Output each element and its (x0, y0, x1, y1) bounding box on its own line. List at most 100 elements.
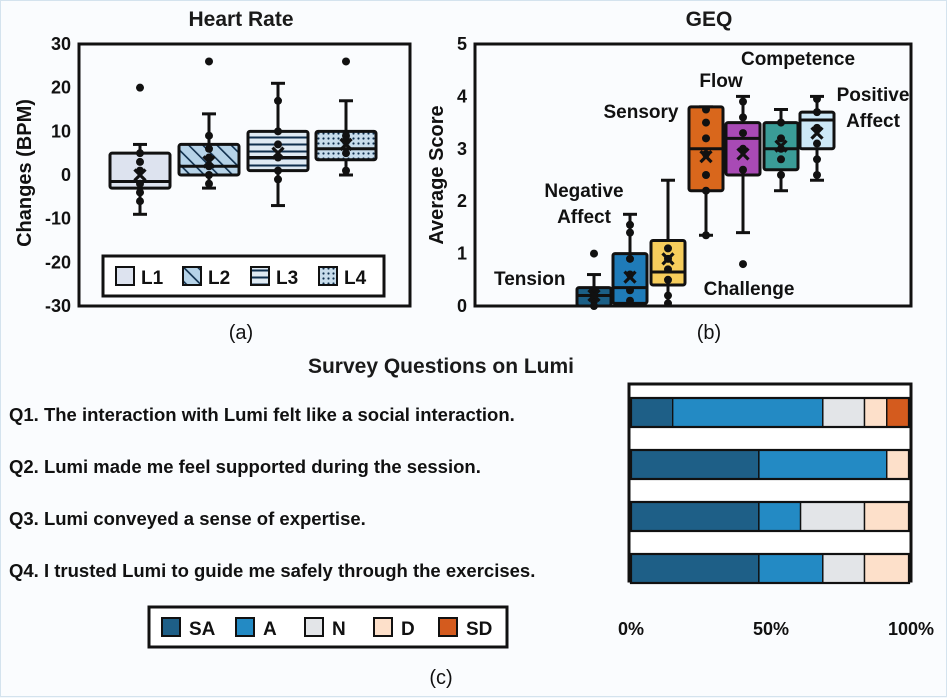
mean-marker-l1 (133, 168, 147, 182)
bar-outline-q2 (629, 448, 911, 481)
mean-marker-l4 (339, 137, 353, 152)
box-l1 (108, 83, 172, 216)
legend-label-L1: L1 (141, 268, 164, 289)
annot-sensory: Sensory (604, 102, 679, 123)
bar-a-q1 (672, 397, 824, 428)
survey-title: Survey Questions on Lumi (308, 355, 574, 378)
bar-sa-q4 (630, 553, 760, 584)
xtick-label: 100% (888, 619, 934, 639)
survey-legend: SA A N D SD (147, 605, 509, 649)
point-challenge (777, 155, 785, 164)
box-sensory (649, 178, 687, 308)
legend-label-L3: L3 (276, 268, 298, 289)
point-l4 (342, 57, 350, 66)
point-negative-affect (626, 254, 634, 263)
ytick-label: 10 (51, 121, 71, 141)
hr-legend: L1 L2 L3 L4 (101, 254, 386, 298)
legend-label-N: N (332, 619, 346, 640)
question-label: Q1. The interaction with Lumi felt like … (9, 404, 515, 425)
point-flow (702, 186, 710, 195)
bar-d-q4 (863, 553, 910, 584)
box-tension (575, 249, 613, 310)
point-sensory (664, 291, 672, 300)
point-l4 (342, 166, 350, 175)
legend-swatch-L4 (318, 266, 338, 286)
point-positive-affect (813, 139, 821, 148)
annot-tension: Tension (494, 269, 565, 290)
point-challenge (777, 118, 785, 127)
point-l2 (205, 179, 213, 188)
survey-questions: Q1. The interaction with Lumi felt like … (9, 404, 535, 581)
question-label: Q4. I trusted Lumi to guide me safely th… (9, 560, 535, 581)
box-l4 (314, 57, 378, 177)
legend-label-SD: SD (466, 619, 492, 640)
hr-plot (108, 57, 378, 216)
geq-ylabel: Average Score (426, 105, 448, 244)
legend-label-A: A (263, 619, 277, 640)
point-competence (739, 165, 747, 174)
survey-panel-caption: (c) (429, 667, 452, 689)
legend-swatch-N (304, 617, 324, 637)
ytick-label: 0 (61, 165, 71, 185)
point-competence (739, 97, 747, 106)
point-flow (702, 231, 710, 240)
survey-xticks: 0% 50% 100% (618, 619, 934, 639)
annot-negative: Negative (544, 181, 623, 202)
point-flow (702, 105, 710, 114)
point-l2 (205, 171, 213, 179)
annot-positive: Positive (837, 85, 910, 106)
point-positive-affect (813, 171, 821, 179)
legend-label-L2: L2 (208, 268, 230, 289)
ytick-label: 1 (457, 244, 467, 264)
point-l3 (274, 127, 282, 136)
xtick-label: 50% (753, 619, 789, 639)
legend-swatch-SA (161, 617, 181, 637)
annot-flow: Flow (699, 71, 742, 92)
geq-plot (575, 94, 836, 310)
point-competence (739, 129, 747, 138)
box-competence (724, 94, 762, 269)
bar-sa-q3 (630, 501, 760, 532)
point-competence (739, 113, 747, 122)
geq-panel-caption: (b) (697, 322, 721, 344)
mean-marker-competence (736, 147, 750, 161)
geq-annotations: Tension Negative Affect Sensory Flow Com… (494, 49, 909, 300)
bar-sd-q1 (886, 397, 910, 428)
geq-title: GEQ (686, 8, 733, 31)
box-flow (687, 105, 725, 240)
mean-marker-flow (699, 150, 713, 164)
point-l3 (274, 166, 282, 175)
bar-sa-q2 (630, 449, 760, 480)
geq-yticks: 5 4 3 2 1 0 (457, 34, 467, 316)
question-label: Q2. Lumi made me feel supported during t… (9, 456, 481, 477)
legend-swatch-L3 (250, 266, 270, 286)
mean-marker-positive-affect (810, 126, 824, 140)
hr-title: Heart Rate (188, 8, 293, 31)
point-l2 (205, 57, 213, 66)
bar-d-q1 (863, 397, 888, 428)
hr-yticks: 30 20 10 0 -10 -20 -30 (45, 34, 71, 316)
point-l4 (342, 149, 350, 158)
mean-marker-negative-affect (623, 270, 637, 284)
bar-outline-q1 (629, 396, 911, 429)
hr-ylabel: Changes (BPM) (14, 99, 36, 247)
bar-d-q3 (863, 501, 910, 532)
mean-marker-l3 (271, 146, 285, 160)
point-negative-affect (626, 228, 634, 237)
mean-marker-tension (587, 288, 601, 303)
point-l1 (136, 149, 144, 158)
survey-plot (629, 396, 911, 585)
point-competence (739, 260, 747, 269)
bar-a-q3 (758, 501, 802, 532)
bar-outline-q4 (629, 552, 911, 585)
point-flow (702, 118, 710, 127)
point-l2 (205, 131, 213, 140)
point-l1 (136, 179, 144, 188)
ytick-label: 4 (457, 86, 467, 106)
bar-outline-q3 (629, 500, 911, 533)
bar-n-q3 (799, 501, 866, 532)
point-positive-affect (813, 95, 821, 104)
point-sensory (664, 275, 672, 284)
